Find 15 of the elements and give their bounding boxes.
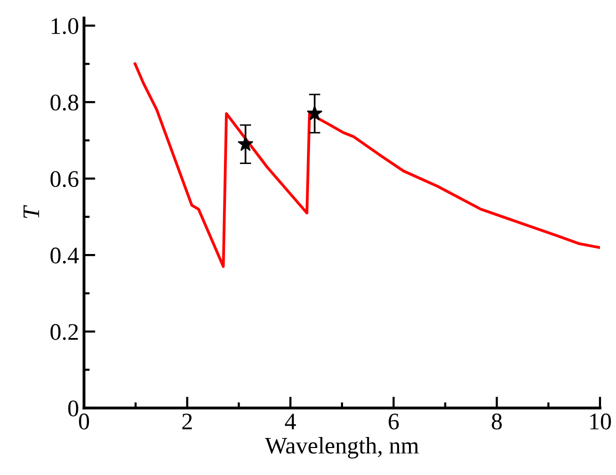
x-tick-label: 4 xyxy=(284,414,296,430)
x-tick-label: 2 xyxy=(182,414,192,430)
x-tick-label: 0 xyxy=(78,414,90,430)
line-series xyxy=(134,62,600,268)
y-tick-label: 1.0 xyxy=(52,18,78,34)
y-tick-label: 0.8 xyxy=(50,94,78,111)
y-tick-label: 0.4 xyxy=(50,248,79,264)
x-tick-label: 8 xyxy=(492,414,502,430)
x-tick-label: 6 xyxy=(388,414,399,430)
y-axis-title: T xyxy=(24,205,40,218)
y-tick-label: 0 xyxy=(68,400,78,416)
y-tick-label: 0.6 xyxy=(50,171,78,188)
x-axis-title: Wavelength, nm xyxy=(264,437,419,459)
y-tick-label: 0.2 xyxy=(50,324,78,340)
x-tick-label: 10 xyxy=(590,414,611,430)
